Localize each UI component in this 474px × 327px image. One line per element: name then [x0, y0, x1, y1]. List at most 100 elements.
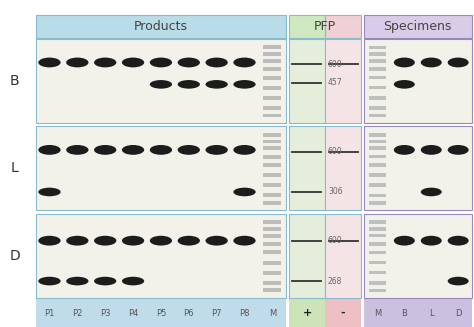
Bar [264, 201, 282, 205]
Bar [264, 288, 282, 292]
Bar [369, 183, 386, 187]
Bar [36, 39, 286, 123]
Bar [364, 39, 472, 123]
Bar [369, 59, 386, 62]
Bar [264, 133, 282, 137]
Text: 600: 600 [328, 60, 343, 69]
Bar [264, 140, 282, 144]
Ellipse shape [94, 58, 116, 67]
Text: P8: P8 [239, 309, 250, 318]
Ellipse shape [421, 188, 442, 196]
Ellipse shape [233, 80, 255, 89]
Text: M: M [269, 309, 276, 318]
Bar [369, 76, 386, 79]
Ellipse shape [394, 145, 415, 155]
Ellipse shape [421, 236, 442, 246]
Ellipse shape [178, 80, 200, 89]
Bar [325, 214, 361, 298]
Text: P6: P6 [183, 309, 194, 318]
Ellipse shape [447, 58, 469, 67]
Ellipse shape [206, 58, 228, 67]
Ellipse shape [206, 236, 228, 246]
Bar [369, 67, 386, 71]
Text: M: M [374, 309, 381, 318]
Ellipse shape [94, 145, 116, 155]
Ellipse shape [38, 277, 61, 285]
Text: 268: 268 [328, 277, 342, 285]
Text: B: B [401, 309, 407, 318]
Ellipse shape [447, 277, 469, 285]
Ellipse shape [150, 80, 172, 89]
Bar [36, 214, 286, 298]
Bar [264, 67, 282, 71]
Bar [264, 220, 282, 224]
Text: Products: Products [134, 20, 188, 33]
Bar [369, 133, 386, 136]
Bar [369, 194, 386, 197]
Bar [264, 183, 282, 187]
Bar [369, 45, 386, 49]
Text: L: L [429, 309, 434, 318]
Ellipse shape [122, 58, 144, 67]
Ellipse shape [66, 277, 89, 285]
Bar [264, 163, 282, 167]
Ellipse shape [122, 145, 144, 155]
Bar [325, 39, 361, 123]
Text: +: + [302, 308, 312, 318]
Text: P1: P1 [44, 309, 55, 318]
Ellipse shape [178, 236, 200, 246]
Text: P3: P3 [100, 309, 110, 318]
Ellipse shape [447, 236, 469, 246]
Bar [369, 106, 386, 110]
Bar [364, 299, 472, 327]
Ellipse shape [206, 80, 228, 89]
Bar [369, 96, 386, 100]
Ellipse shape [233, 188, 255, 196]
Text: P4: P4 [128, 309, 138, 318]
Ellipse shape [447, 145, 469, 155]
Bar [369, 271, 386, 274]
Bar [264, 193, 282, 197]
Bar [264, 45, 282, 49]
Bar [369, 52, 386, 56]
Bar [369, 173, 386, 177]
Text: D: D [455, 309, 461, 318]
Bar [369, 234, 386, 237]
Text: 600: 600 [328, 147, 343, 156]
Bar [264, 173, 282, 177]
Ellipse shape [66, 145, 89, 155]
Text: P5: P5 [156, 309, 166, 318]
Text: 600: 600 [328, 236, 343, 245]
Ellipse shape [178, 145, 200, 155]
Bar [369, 140, 386, 143]
Bar [369, 220, 386, 224]
Ellipse shape [38, 145, 61, 155]
Bar [264, 281, 282, 285]
Ellipse shape [38, 58, 61, 67]
Bar [264, 250, 282, 254]
Ellipse shape [94, 236, 116, 246]
Ellipse shape [66, 236, 89, 246]
Bar [325, 15, 361, 38]
Ellipse shape [150, 236, 172, 246]
Ellipse shape [94, 277, 116, 285]
Bar [369, 155, 386, 158]
Bar [264, 76, 282, 79]
Ellipse shape [150, 58, 172, 67]
Bar [369, 227, 386, 231]
Bar [369, 86, 386, 90]
Bar [364, 126, 472, 211]
Ellipse shape [394, 236, 415, 246]
Bar [289, 15, 325, 38]
Ellipse shape [233, 145, 255, 155]
Ellipse shape [122, 236, 144, 246]
Ellipse shape [394, 80, 415, 89]
Bar [369, 242, 386, 246]
Bar [264, 261, 282, 265]
Ellipse shape [178, 58, 200, 67]
Bar [264, 86, 282, 90]
Ellipse shape [122, 277, 144, 285]
Text: P7: P7 [211, 309, 222, 318]
Ellipse shape [38, 236, 61, 246]
Bar [369, 261, 386, 264]
